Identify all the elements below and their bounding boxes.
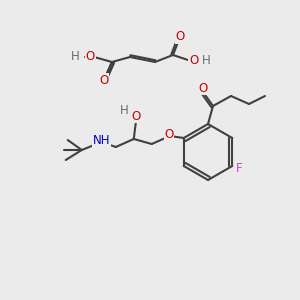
Text: O: O (86, 50, 95, 62)
Text: F: F (236, 163, 243, 176)
Text: H: H (202, 53, 211, 67)
Text: H: H (71, 50, 80, 64)
Text: H: H (120, 104, 129, 118)
Text: NH: NH (93, 134, 110, 148)
Text: O: O (189, 53, 198, 67)
Text: O: O (164, 128, 173, 142)
Text: O: O (198, 82, 208, 94)
Text: O: O (99, 74, 109, 86)
Text: O: O (176, 31, 184, 44)
Text: O: O (131, 110, 140, 122)
